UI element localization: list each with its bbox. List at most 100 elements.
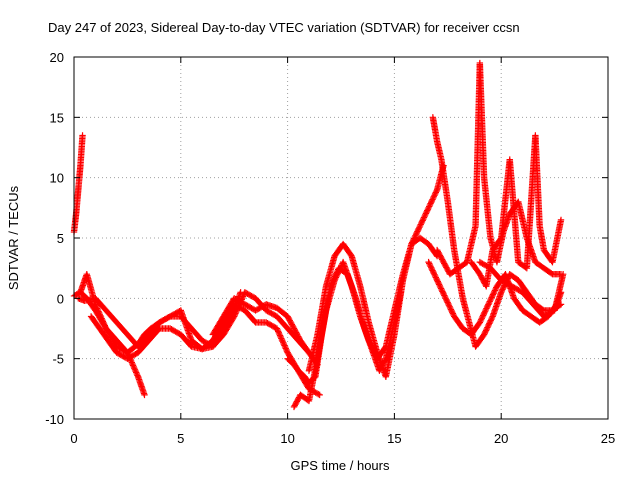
data-point [486,318,494,326]
data-point [430,270,438,277]
data-point [443,296,450,303]
data-point [415,225,422,232]
data-point [439,289,447,296]
data-point [99,316,106,324]
data-point [131,366,139,373]
data-point [426,203,433,210]
data-point [273,325,281,332]
y-tick-label: -5 [52,352,64,367]
data-point [425,258,432,266]
data-point [93,304,100,311]
data-point [231,311,239,319]
data-point [409,238,417,245]
data-points [70,59,567,411]
data-point [414,226,422,234]
data-point [275,329,283,336]
data-point [431,192,438,199]
data-point [559,271,567,278]
data-point [424,206,432,213]
x-tick-label: 15 [387,431,401,446]
data-point [435,281,443,288]
y-tick-label: -10 [45,412,64,427]
data-point [424,207,431,214]
data-point [442,295,449,302]
data-point [416,224,423,231]
data-point [499,286,506,293]
data-point [482,327,490,334]
series-arc-e [87,301,323,399]
y-tick-label: 0 [57,291,64,306]
data-point [480,310,487,318]
data-point [132,367,139,375]
data-point [408,240,415,248]
data-point [430,193,438,200]
data-point [278,335,285,342]
data-point [429,196,436,203]
data-point [422,210,430,217]
data-point [437,283,444,291]
data-point [440,290,447,298]
data-point [441,292,448,299]
y-tick-label: 20 [50,50,64,65]
series-arc-i [305,162,447,380]
data-point [129,362,137,369]
data-point [449,310,457,317]
data-point [422,211,429,218]
data-point [429,267,436,274]
data-point [418,218,426,225]
data-point [408,239,416,246]
data-point [425,204,432,212]
data-point [487,295,495,302]
data-point [557,216,565,224]
y-tick-label: 5 [57,231,64,246]
data-point [433,275,440,283]
data-point [477,317,484,325]
x-tick-label: 5 [177,431,184,446]
data-point [486,320,493,327]
data-point [420,214,428,221]
data-point [232,310,239,317]
data-point [128,359,135,366]
data-point [481,329,488,337]
data-point [335,268,342,276]
series-arc-n [476,258,567,320]
data-point [276,332,284,339]
data-point [100,321,108,328]
data-point [274,326,281,334]
data-point [486,298,493,305]
data-point [485,301,492,308]
data-point [133,370,141,378]
data-point [432,274,440,281]
data-point [428,199,435,206]
data-point [433,187,440,195]
data-point [426,261,434,269]
data-point [411,233,418,241]
data-point [484,324,491,331]
data-point [414,228,421,235]
data-point [492,285,499,293]
data-point [141,391,148,399]
data-point [482,328,489,335]
data-point [410,236,417,244]
y-axis-label: SDTVAR / TECUs [6,185,21,290]
data-point [274,328,282,335]
data-point [448,307,455,315]
x-tick-label: 0 [70,431,77,446]
data-point [412,232,419,239]
x-tick-label: 10 [280,431,294,446]
data-point [427,200,434,207]
data-point [488,314,496,322]
data-point [485,321,492,328]
data-point [485,299,493,307]
data-point [412,231,420,238]
data-point [428,264,435,271]
data-point [129,360,136,368]
data-point [420,215,427,223]
data-point [479,313,486,321]
data-point [441,293,449,301]
data-point [489,291,497,298]
data-point [491,288,498,296]
data-point [283,346,290,353]
data-point [98,315,105,322]
data-point [315,390,322,398]
